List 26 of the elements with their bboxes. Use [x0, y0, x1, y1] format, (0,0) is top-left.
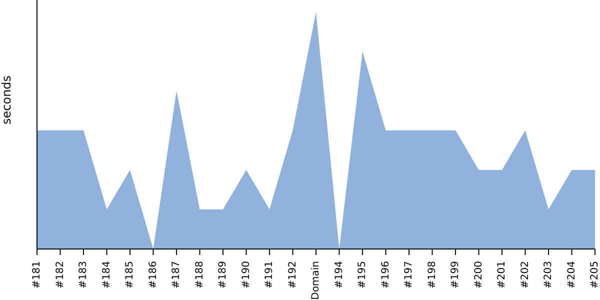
- x-tick-label: #189: [218, 261, 228, 288]
- x-tick-label: #184: [101, 261, 112, 288]
- x-tick-label: #195: [357, 261, 368, 288]
- x-tick-label: Domain: [310, 261, 322, 300]
- x-tick-label: #182: [54, 261, 66, 288]
- x-tick-label: #200: [473, 261, 484, 288]
- x-tick-label: #205: [590, 261, 600, 288]
- x-tick-label: #191: [264, 261, 275, 288]
- x-tick-label: #192: [287, 261, 298, 288]
- x-tick-label: #187: [171, 261, 182, 288]
- x-tick-label: #186: [148, 261, 159, 288]
- x-tick-label: #190: [240, 261, 252, 288]
- x-tick-label: #197: [404, 261, 414, 288]
- x-tick-label: #181: [32, 261, 42, 288]
- x-tick-label: #185: [124, 261, 136, 288]
- y-axis-title: seconds: [0, 75, 14, 124]
- x-tick-label: #196: [380, 261, 392, 288]
- x-tick-label: #203: [543, 261, 554, 288]
- x-tick-label: #183: [78, 261, 89, 288]
- x-tick-label: #201: [496, 261, 508, 288]
- x-tick-label: #198: [426, 261, 438, 288]
- x-tick-label: #199: [450, 261, 461, 288]
- x-tick-label: #188: [194, 261, 206, 288]
- x-tick-label: #202: [520, 261, 531, 288]
- x-tick-label: #204: [566, 261, 578, 288]
- x-tick-label: #194: [334, 261, 345, 288]
